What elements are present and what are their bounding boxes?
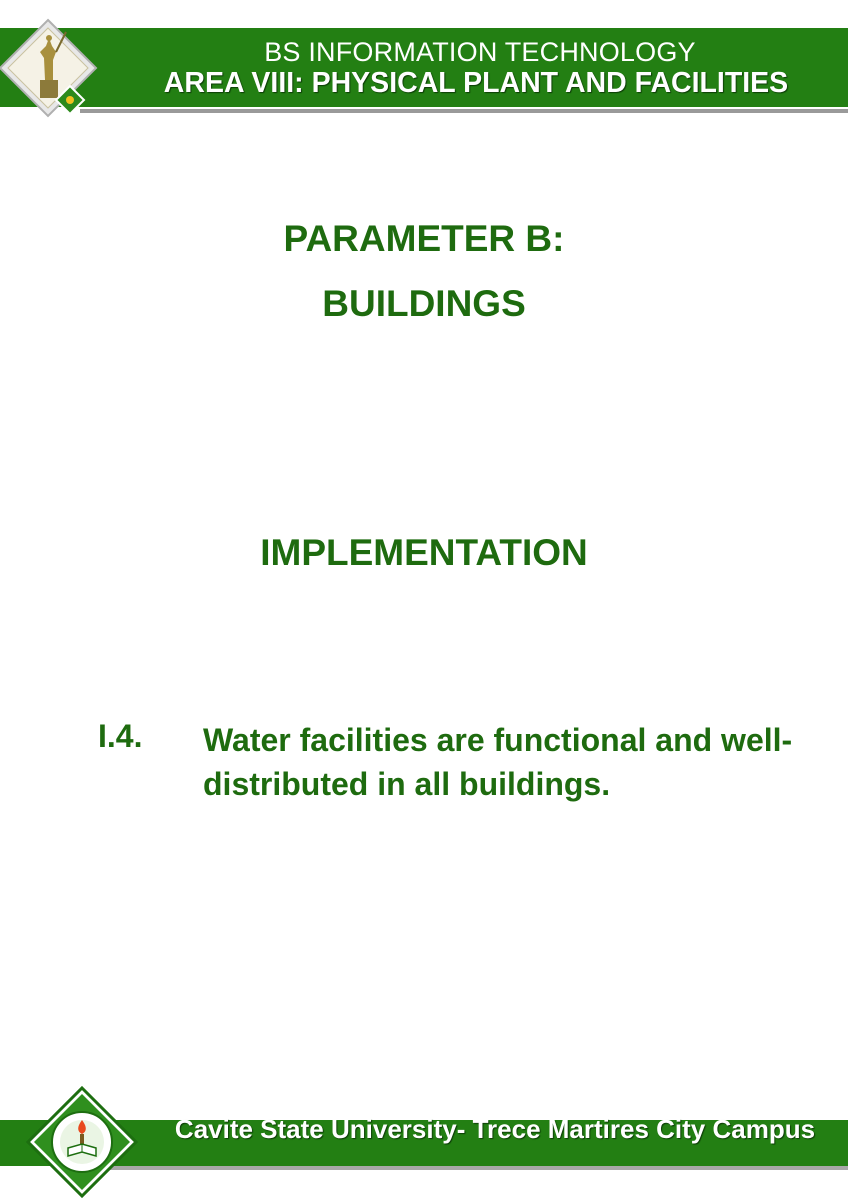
footer-divider: [110, 1166, 848, 1170]
footer-band: [0, 1120, 848, 1166]
section-title: IMPLEMENTATION: [260, 532, 588, 573]
statue-logo-icon: [0, 18, 98, 118]
indicator-text: Water facilities are functional and well…: [203, 722, 793, 802]
program-title: BS INFORMATION TECHNOLOGY: [264, 37, 696, 67]
header-divider: [80, 109, 848, 113]
parameter-name: BUILDINGS: [322, 283, 526, 324]
campus-name: Cavite State University- Trece Martires …: [174, 1114, 816, 1144]
university-seal-icon: [26, 1086, 138, 1198]
area-title: AREA VIII: PHYSICAL PLANT AND FACILITIES: [163, 67, 789, 99]
indicator-number: I.4.: [98, 718, 143, 754]
parameter-title: PARAMETER B:: [283, 218, 565, 259]
header-band: [0, 28, 848, 107]
